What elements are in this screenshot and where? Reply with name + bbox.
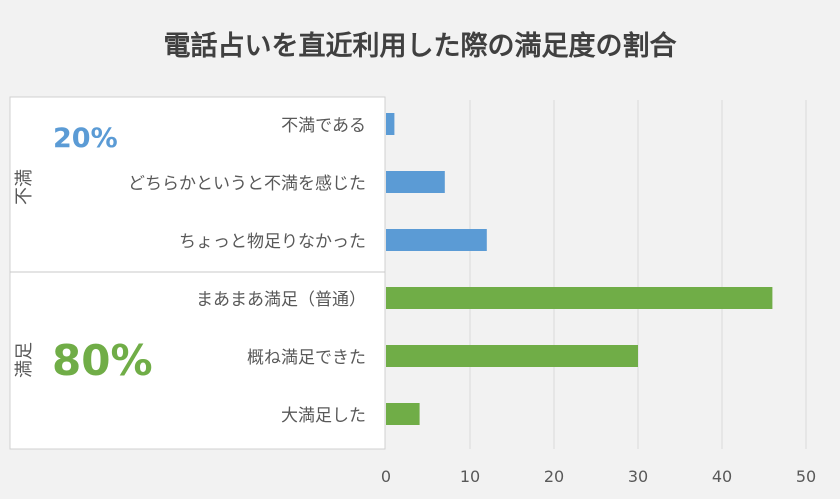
bar — [386, 171, 445, 193]
x-tick-labels: 0 10 20 30 40 50 — [381, 467, 816, 486]
category-label: 大満足した — [281, 406, 366, 426]
category-label: ちょっと物足りなかった — [179, 232, 366, 252]
gridlines — [469, 100, 807, 449]
category-label: 概ね満足できた — [247, 348, 366, 368]
x-tick-label: 0 — [381, 467, 391, 486]
chart-title: 電話占いを直近利用した際の満足度の割合 — [164, 30, 677, 62]
bar — [386, 287, 773, 309]
bars — [386, 113, 773, 425]
x-tick-label: 20 — [544, 467, 564, 486]
group-labels: 不満 20% 満足 80% — [14, 123, 153, 385]
category-label: まあまあ満足（普通） — [196, 290, 366, 310]
bar — [386, 345, 638, 367]
x-tick-label: 30 — [628, 467, 648, 486]
category-label: どちらかというと不満を感じた — [128, 174, 366, 194]
bar — [386, 113, 395, 135]
category-label-panel — [9, 96, 386, 450]
group-label: 不満 — [14, 169, 35, 205]
category-label: 不満である — [281, 116, 366, 136]
x-tick-label: 50 — [796, 467, 816, 486]
group-percent: 20% — [53, 123, 118, 154]
group-label: 満足 — [14, 342, 35, 378]
x-tick-label: 40 — [712, 467, 732, 486]
category-labels: 不満であるどちらかというと不満を感じたちょっと物足りなかったまあまあ満足（普通）… — [128, 116, 366, 426]
bar — [386, 229, 487, 251]
bar — [386, 403, 420, 425]
group-percent: 80% — [52, 336, 153, 385]
x-tick-label: 10 — [460, 467, 480, 486]
